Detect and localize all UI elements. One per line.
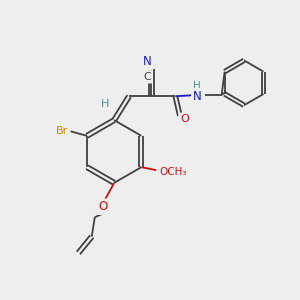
Text: Br: Br [56,126,68,136]
Text: O: O [98,200,107,213]
Text: N: N [193,90,202,103]
Text: OCH₃: OCH₃ [159,167,186,177]
Text: C: C [143,72,151,82]
Text: H: H [193,81,201,92]
Text: N: N [142,56,152,68]
Text: H: H [101,99,110,109]
Text: O: O [180,114,189,124]
